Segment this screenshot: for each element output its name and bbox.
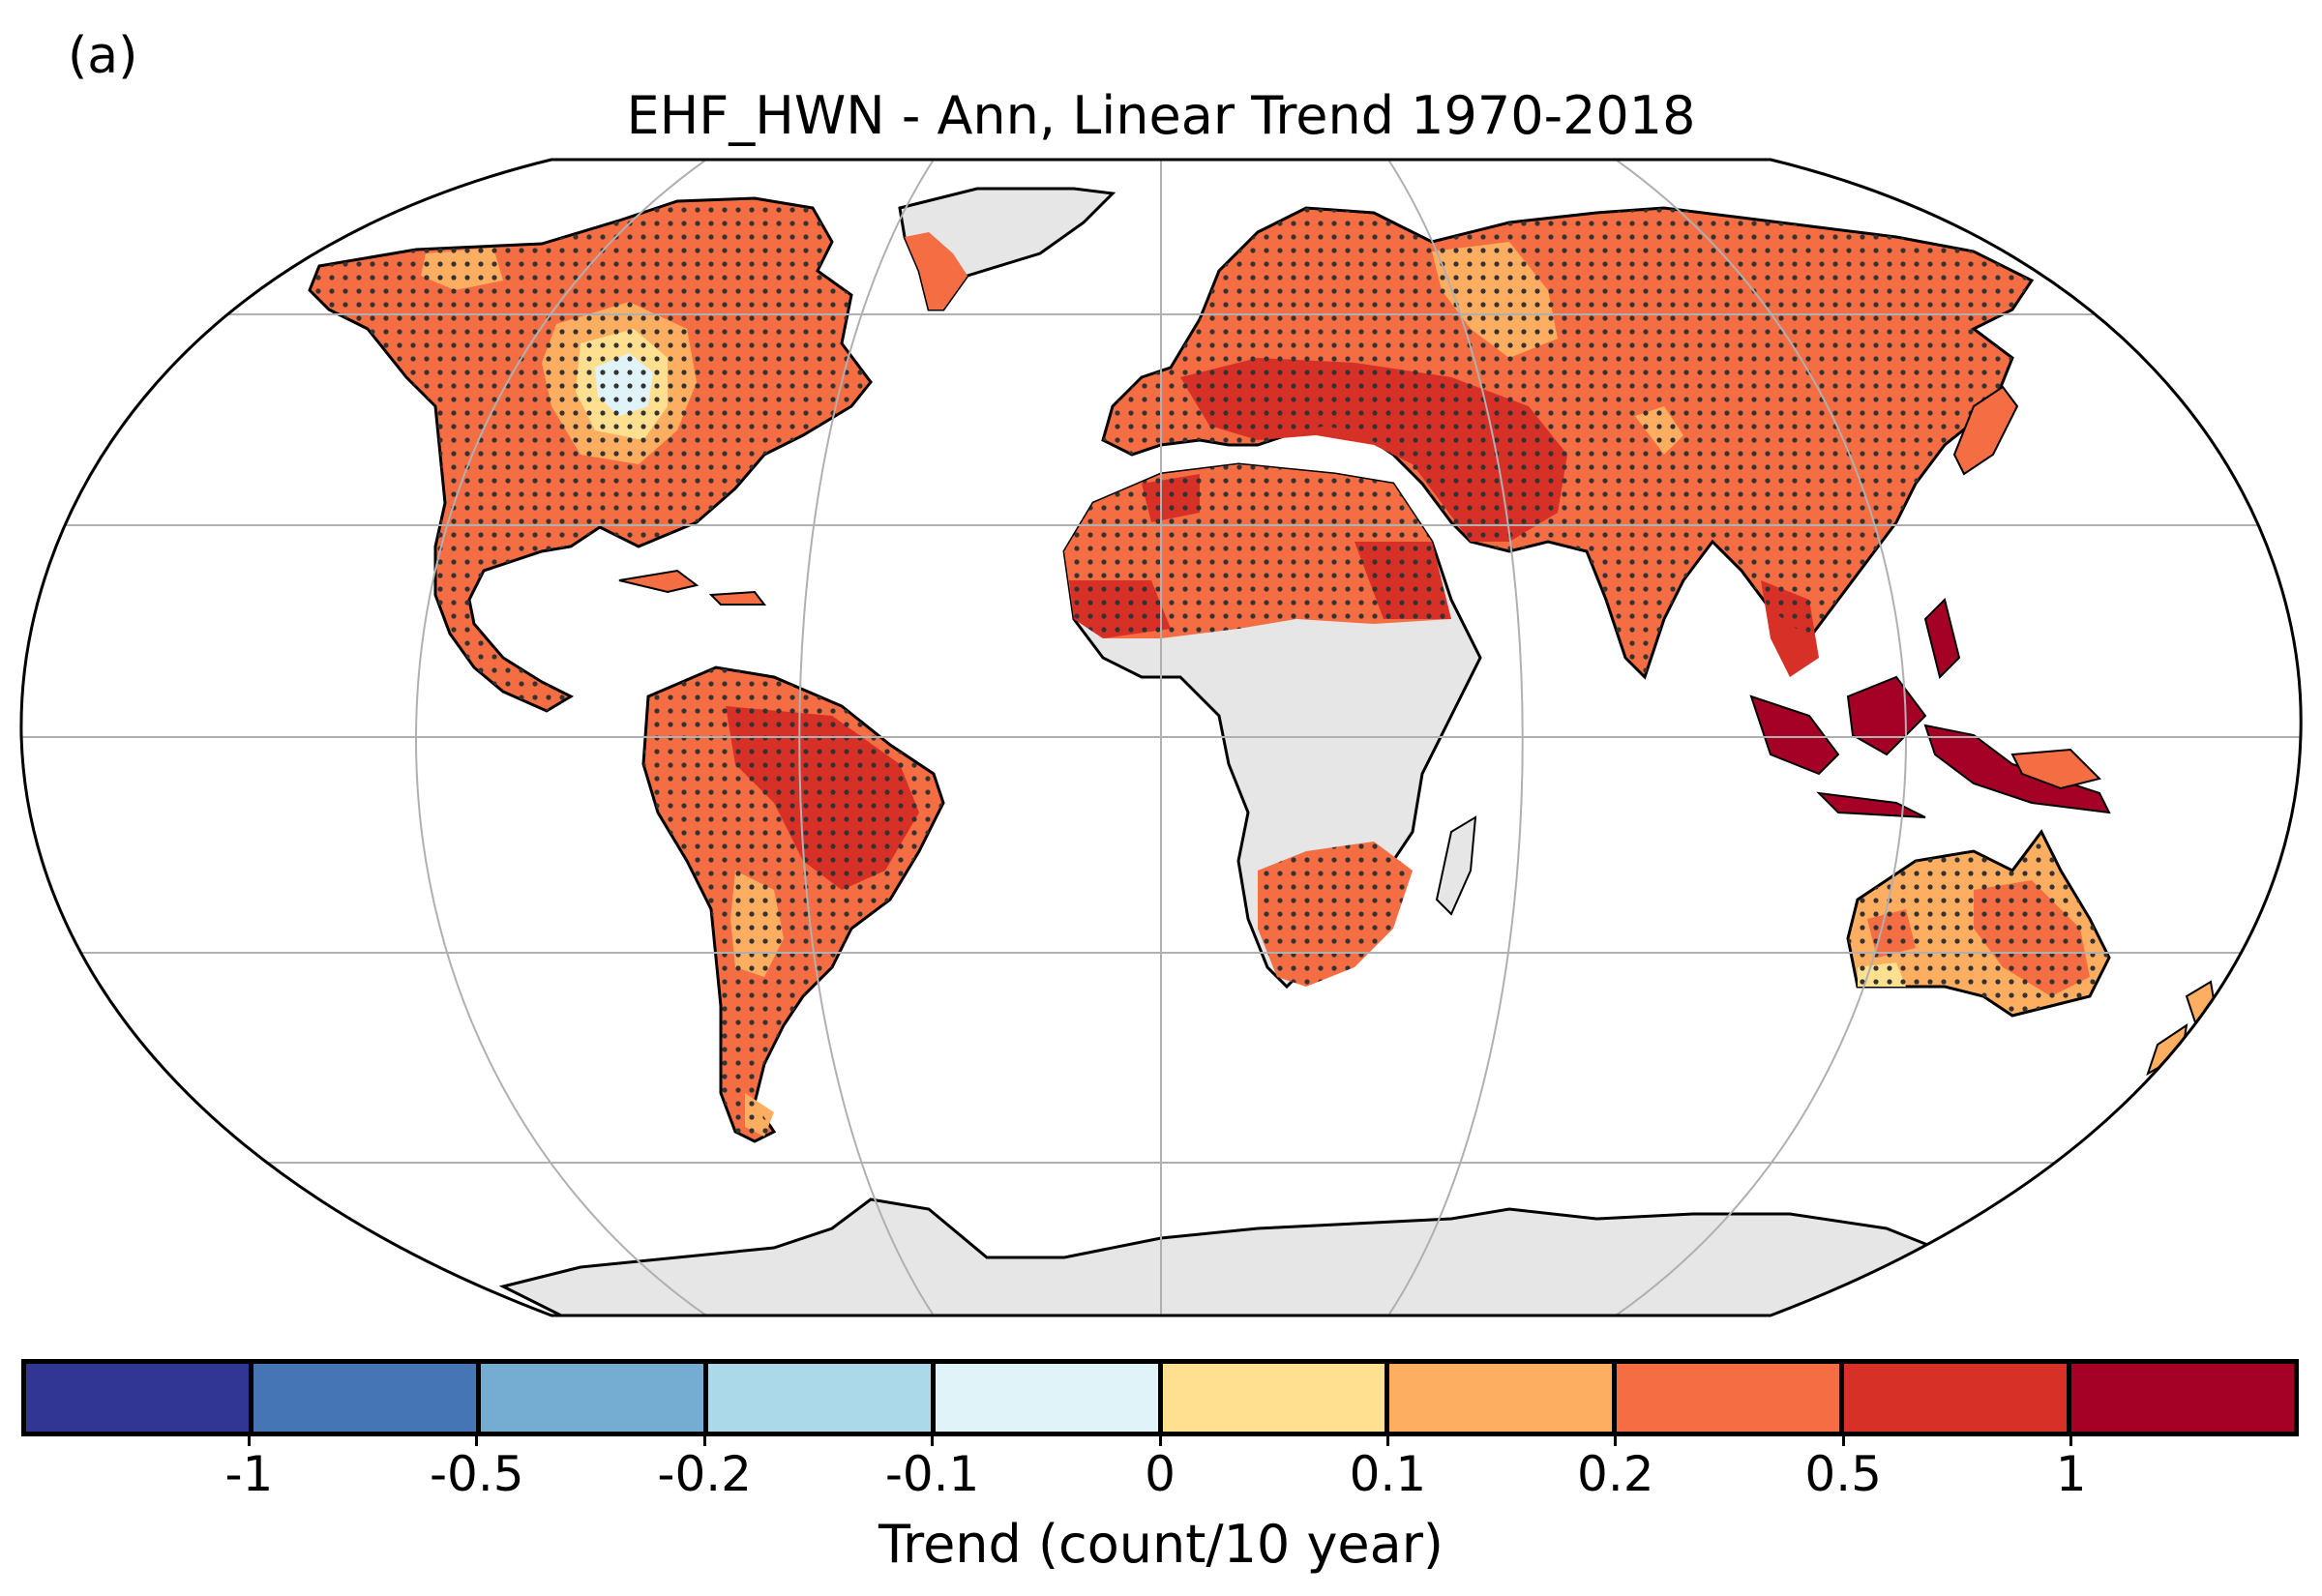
colorbar-tick-mark: [1385, 1436, 1389, 1446]
colorbar-segment: [2071, 1364, 2295, 1432]
colorbar-segment: [26, 1364, 253, 1432]
colorbar-tick-label: -0.5: [430, 1446, 524, 1502]
colorbar-tick-mark: [931, 1436, 935, 1446]
colorbar-tick-label: 0.2: [1577, 1446, 1654, 1502]
colorbar-segment: [253, 1364, 481, 1432]
colorbar-tick-mark: [475, 1436, 479, 1446]
south-america-dots: [643, 667, 943, 1141]
colorbar-segment: [1844, 1364, 2072, 1432]
southern-africa-dots: [1258, 842, 1413, 987]
colorbar-segment: [1617, 1364, 1845, 1432]
colorbar-segment: [707, 1364, 936, 1432]
colorbar: [21, 1359, 2299, 1436]
colorbar-tick-label: -0.1: [884, 1446, 980, 1502]
madagascar-land: [1435, 815, 1477, 916]
eurasia-dots: [1103, 208, 2032, 677]
japan-land: [1952, 385, 2019, 476]
colorbar-tick-label: 1: [2055, 1446, 2087, 1502]
colorbar-tick-label: 0.5: [1804, 1446, 1882, 1502]
colorbar-tick-label: -0.2: [657, 1446, 752, 1502]
new-guinea-land: [2010, 748, 2101, 790]
map-border: [19, 158, 2303, 1317]
panel-label: (a): [68, 27, 138, 85]
colorbar-label: Trend (count/10 year): [878, 1514, 1444, 1575]
colorbar-tick-mark: [2069, 1436, 2073, 1446]
australia-dots: [1848, 832, 2109, 1016]
colorbar-tick-mark: [1841, 1436, 1845, 1446]
colorbar-tick-mark: [1158, 1436, 1162, 1446]
colorbar-segment: [1162, 1364, 1390, 1432]
greenland-coast-trend: [905, 232, 968, 310]
colorbar-segment: [480, 1364, 708, 1432]
colorbar-segment: [935, 1364, 1163, 1432]
colorbar-tick-label: 0.1: [1349, 1446, 1427, 1502]
graticule: [20, 160, 2302, 1315]
colorbar-tick-label: -1: [224, 1446, 274, 1502]
north-america-dots: [310, 198, 871, 711]
colorbar-tick-mark: [1614, 1436, 1618, 1446]
colorbar-tick-mark: [702, 1436, 706, 1446]
colorbar-tick-label: 0: [1145, 1446, 1176, 1502]
colorbar-tick-mark: [247, 1436, 251, 1446]
map-title: EHF_HWN - Ann, Linear Trend 1970-2018: [626, 85, 1696, 146]
caribbean-islands: [618, 569, 767, 606]
colorbar-segment: [1389, 1364, 1618, 1432]
